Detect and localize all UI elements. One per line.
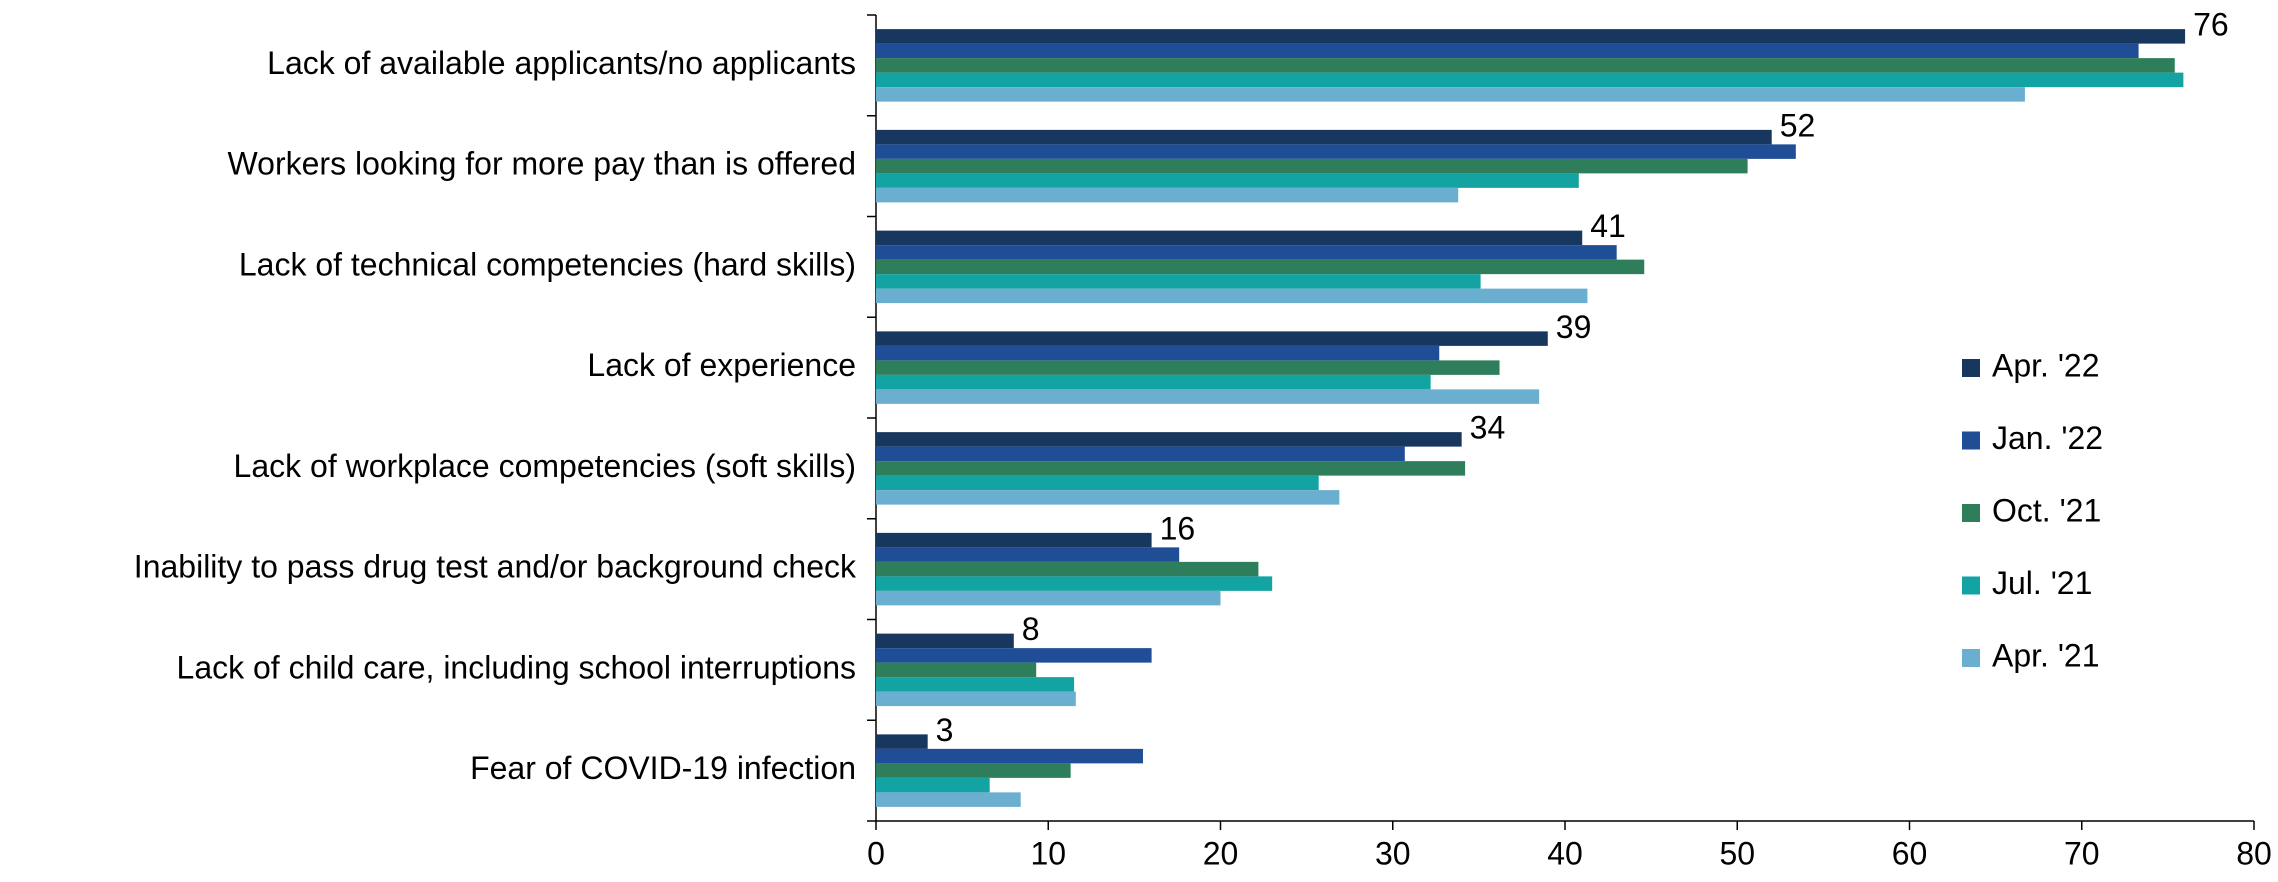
bar <box>876 662 1037 678</box>
bar <box>876 259 1645 275</box>
bar <box>876 360 1500 375</box>
bar <box>876 677 1075 692</box>
bar <box>876 532 1152 548</box>
legend-label: Apr. '22 <box>1992 347 2100 383</box>
x-tick-label: 0 <box>867 835 885 871</box>
category-label: Workers looking for more pay than is off… <box>228 146 856 182</box>
legend-swatch <box>1962 576 1980 595</box>
data-label: 3 <box>936 712 954 748</box>
bar <box>876 777 990 793</box>
legend-label: Jan. '22 <box>1992 420 2103 456</box>
x-tick-label: 70 <box>2064 835 2100 871</box>
x-tick-label: 40 <box>1547 835 1583 871</box>
legend-swatch <box>1962 504 1980 522</box>
data-label: 34 <box>1470 410 1506 446</box>
legend-label: Jul. '21 <box>1992 565 2092 601</box>
data-label: 8 <box>1022 611 1040 647</box>
bar <box>876 633 1014 649</box>
bar <box>876 245 1617 260</box>
bar <box>876 475 1319 491</box>
category-label: Inability to pass drug test and/or backg… <box>134 549 857 585</box>
x-tick-label: 60 <box>1892 835 1928 871</box>
bar <box>876 43 2139 59</box>
category-label: Lack of child care, including school int… <box>177 649 856 685</box>
bar <box>876 490 1340 505</box>
bar <box>876 374 1431 390</box>
data-label: 76 <box>2193 7 2229 43</box>
bar <box>876 230 1583 246</box>
bar <box>876 734 928 749</box>
bar <box>876 29 2186 44</box>
bar <box>876 144 1796 159</box>
bar <box>876 432 1462 447</box>
bar <box>876 129 1772 145</box>
legend-swatch <box>1962 649 1980 667</box>
data-label: 39 <box>1556 309 1592 345</box>
bar <box>876 590 1221 606</box>
x-tick-label: 30 <box>1375 835 1411 871</box>
category-label: Lack of technical competencies (hard ski… <box>239 246 856 282</box>
bar <box>876 763 1071 778</box>
bar <box>876 288 1588 304</box>
bar <box>876 274 1481 289</box>
legend-swatch <box>1962 431 1980 450</box>
bar <box>876 748 1143 764</box>
legend-swatch <box>1962 359 1980 377</box>
x-tick-label: 80 <box>2236 835 2272 871</box>
x-tick-label: 50 <box>1719 835 1755 871</box>
bar <box>876 576 1273 591</box>
bar <box>876 446 1405 462</box>
legend-label: Apr. '21 <box>1992 637 2100 673</box>
category-label: Lack of workplace competencies (soft ski… <box>234 448 856 484</box>
category-label: Lack of available applicants/no applican… <box>267 45 856 81</box>
bar <box>876 648 1152 663</box>
bar <box>876 173 1579 188</box>
bar <box>876 158 1748 174</box>
bar <box>876 187 1459 203</box>
legend-label: Oct. '21 <box>1992 492 2101 528</box>
bar <box>876 87 2025 102</box>
data-label: 41 <box>1590 208 1626 244</box>
data-label: 16 <box>1160 510 1196 546</box>
bar <box>876 547 1180 562</box>
bar <box>876 345 1440 361</box>
bar <box>876 58 2175 73</box>
x-tick-label: 20 <box>1203 835 1239 871</box>
category-label: Fear of COVID-19 infection <box>470 750 856 786</box>
data-label: 52 <box>1780 107 1816 143</box>
bar <box>876 561 1259 577</box>
category-label: Lack of experience <box>587 347 856 383</box>
bar <box>876 461 1466 476</box>
bar <box>876 691 1076 707</box>
bar <box>876 389 1540 404</box>
bar <box>876 331 1548 346</box>
bar <box>876 792 1021 807</box>
x-tick-label: 10 <box>1030 835 1066 871</box>
bar <box>876 72 2184 88</box>
